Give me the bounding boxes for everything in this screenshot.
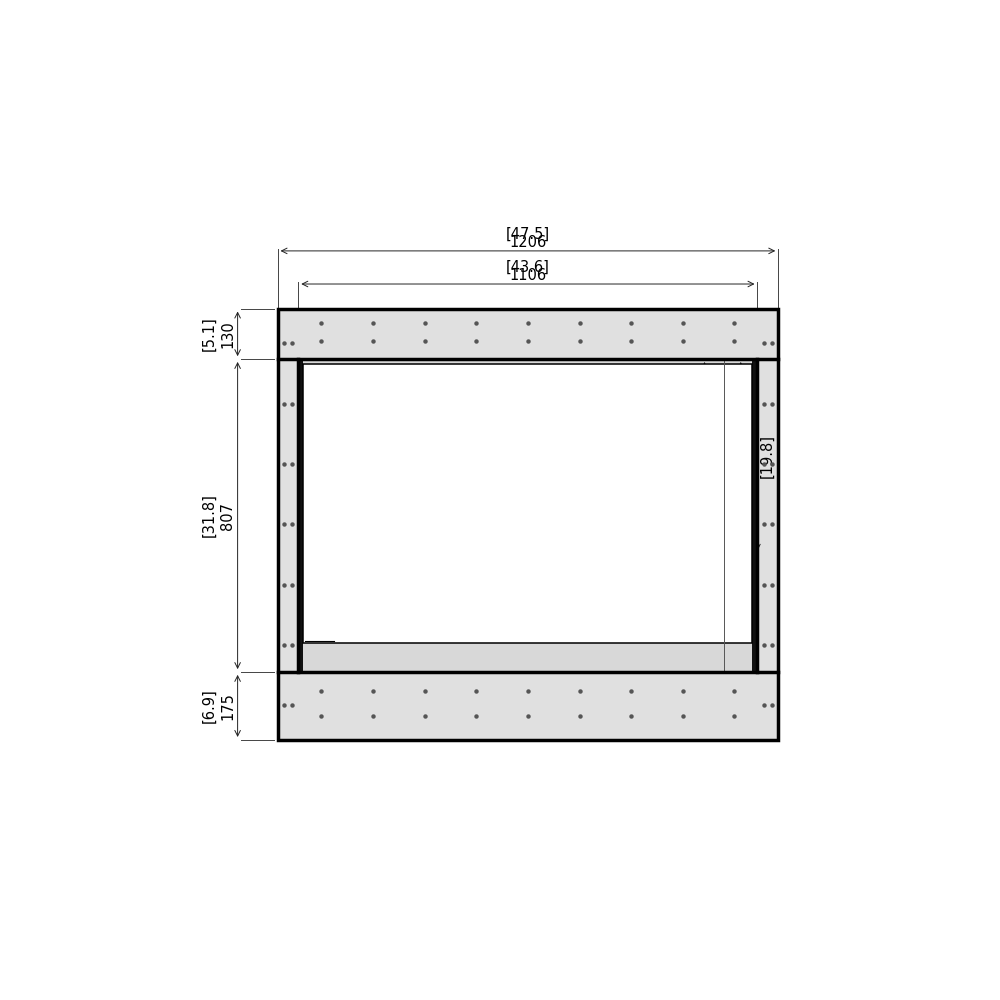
Text: 1025: 1025	[492, 475, 530, 490]
Bar	[303, 364, 752, 643]
Bar	[278, 309, 778, 740]
Text: 172: 172	[687, 378, 702, 406]
Bar	[278, 309, 778, 740]
Text: 807: 807	[220, 502, 235, 530]
Text: 175: 175	[220, 692, 235, 720]
Bar	[298, 359, 303, 672]
Bar	[752, 359, 757, 672]
Text: [47.5]: [47.5]	[506, 227, 550, 242]
Text: [31.8]: [31.8]	[201, 494, 216, 537]
Text: [40.4]: [40.4]	[489, 466, 533, 481]
Text: 1106: 1106	[509, 268, 546, 283]
Text: 1206: 1206	[509, 235, 547, 250]
Bar	[303, 364, 752, 643]
Text: [6.8]: [6.8]	[670, 375, 685, 410]
Bar	[298, 359, 757, 672]
Text: [5.1]: [5.1]	[201, 316, 216, 351]
Text: [43.6]: [43.6]	[506, 260, 550, 275]
Text: 130: 130	[220, 320, 235, 348]
Text: [6.9]: [6.9]	[201, 689, 216, 723]
Text: 502: 502	[743, 442, 758, 470]
Text: [19.8]: [19.8]	[759, 434, 774, 478]
